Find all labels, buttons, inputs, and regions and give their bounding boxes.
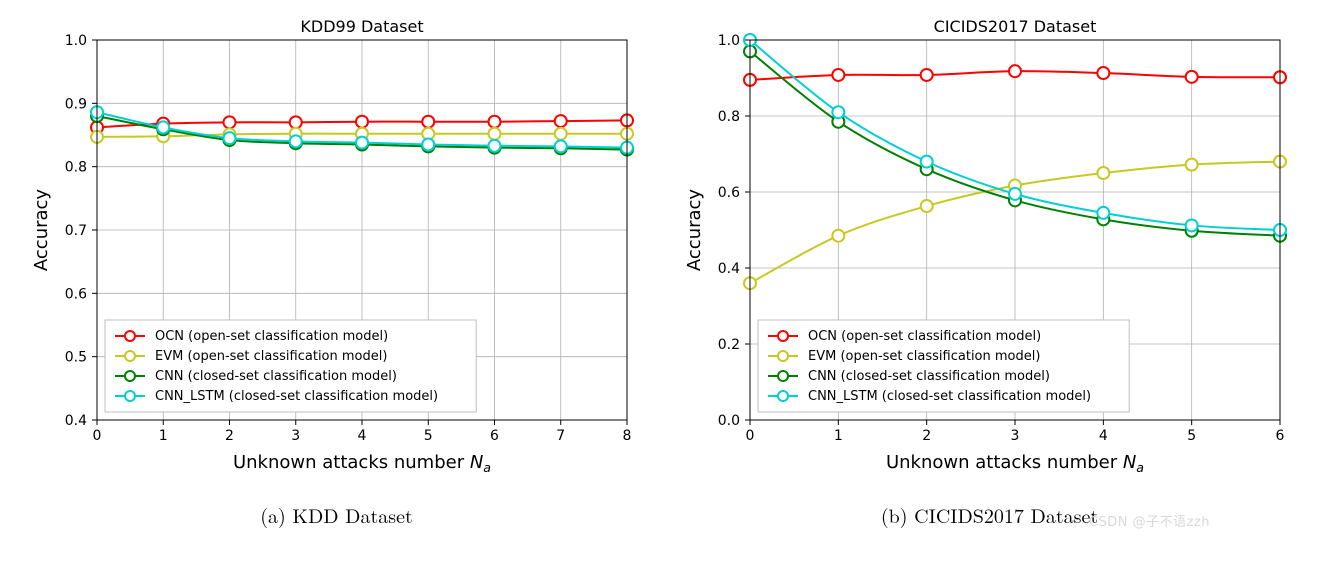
y-axis-label: Accuracy	[684, 189, 705, 272]
series-marker	[1097, 207, 1109, 219]
x-tick-label: 1	[158, 428, 167, 444]
x-axis-label: Unknown attacks number Na	[232, 452, 490, 475]
y-tick-label: 0.8	[717, 109, 739, 125]
chart-title: CICIDS2017 Dataset	[933, 17, 1096, 36]
chart-svg: 0 1 2 3 4 5 6 0.0 0.2 0.4 0.6 0.8 1.0 CICIDS2017 Data…	[680, 10, 1300, 494]
series-marker	[1185, 219, 1197, 231]
chart-svg: 0 1 2 3 4 5 6 7 8 0.4 0.5 0.6 0.7 0.8 0.9 1.0 KDD99 Data…	[27, 10, 647, 494]
x-tick-label: 4	[1098, 428, 1107, 444]
legend-label: OCN (open-set classification model)	[155, 329, 388, 344]
series-marker	[554, 140, 566, 152]
chart-panel-kdd: 0 1 2 3 4 5 6 7 8 0.4 0.5 0.6 0.7 0.8 0.9 1.0 KDD99 Data…	[27, 10, 647, 529]
series-marker	[554, 128, 566, 140]
series-marker	[920, 69, 932, 81]
y-axis-label: Accuracy	[31, 189, 52, 272]
watermark-text: CSDN @子不语zzh	[1089, 511, 1210, 530]
x-tick-label: 6	[490, 428, 499, 444]
series-marker	[832, 69, 844, 81]
series-marker	[289, 135, 301, 147]
chart-title: KDD99 Dataset	[300, 17, 423, 36]
y-tick-label: 0.4	[64, 413, 86, 429]
x-axis-label: Unknown attacks number Na	[885, 452, 1143, 475]
series-marker	[1097, 167, 1109, 179]
y-tick-label: 0.5	[64, 350, 86, 366]
y-tick-label: 0.9	[64, 96, 86, 112]
x-tick-label: 5	[1187, 428, 1196, 444]
series-marker	[488, 116, 500, 128]
x-tick-label: 8	[622, 428, 631, 444]
legend-label: CNN_LSTM (closed-set classification mode…	[155, 389, 438, 404]
legend-label: CNN (closed-set classification model)	[808, 369, 1050, 384]
legend-label: CNN (closed-set classification model)	[155, 369, 397, 384]
series-marker	[356, 116, 368, 128]
panel-caption: (b) CICIDS2017 Dataset	[881, 500, 1098, 529]
series-marker	[920, 200, 932, 212]
series-marker	[1009, 65, 1021, 77]
legend-label: CNN_LSTM (closed-set classification mode…	[808, 389, 1091, 404]
x-tick-label: 4	[357, 428, 366, 444]
legend-label: EVM (open-set classification model)	[155, 349, 387, 364]
legend-label: OCN (open-set classification model)	[808, 329, 1041, 344]
chart-panel-cicids: 0 1 2 3 4 5 6 0.0 0.2 0.4 0.6 0.8 1.0 CICIDS2017 Data…	[680, 10, 1300, 530]
series-marker	[289, 116, 301, 128]
series-marker	[422, 116, 434, 128]
y-tick-label: 1.0	[64, 33, 86, 49]
series-marker	[223, 132, 235, 144]
series-marker	[1009, 188, 1021, 200]
y-tick-label: 0.6	[64, 286, 86, 302]
series-marker	[1097, 67, 1109, 79]
series-marker	[488, 140, 500, 152]
y-tick-label: 0.7	[64, 223, 86, 239]
y-tick-label: 0.2	[717, 337, 739, 353]
series-marker	[1185, 159, 1197, 171]
x-tick-label: 7	[556, 428, 565, 444]
series-marker	[554, 115, 566, 127]
series-marker	[422, 139, 434, 151]
series-marker	[488, 128, 500, 140]
x-tick-label: 2	[922, 428, 931, 444]
series-marker	[1185, 71, 1197, 83]
series-marker	[356, 137, 368, 149]
legend-label: EVM (open-set classification model)	[808, 349, 1040, 364]
series-marker	[920, 156, 932, 168]
series-marker	[157, 121, 169, 133]
x-tick-label: 2	[225, 428, 234, 444]
x-tick-label: 3	[291, 428, 300, 444]
panel-caption: (a) KDD Dataset	[260, 500, 413, 529]
series-marker	[223, 116, 235, 128]
y-tick-label: 0.4	[717, 261, 739, 277]
x-tick-label: 6	[1275, 428, 1284, 444]
figure-row: 0 1 2 3 4 5 6 7 8 0.4 0.5 0.6 0.7 0.8 0.9 1.0 KDD99 Data…	[10, 10, 1316, 530]
series-marker	[832, 230, 844, 242]
y-tick-label: 0.0	[717, 413, 739, 429]
y-tick-label: 0.6	[717, 185, 739, 201]
x-tick-label: 0	[745, 428, 754, 444]
x-tick-label: 3	[1010, 428, 1019, 444]
x-tick-label: 1	[833, 428, 842, 444]
series-marker	[832, 106, 844, 118]
x-tick-label: 5	[423, 428, 432, 444]
x-tick-label: 0	[92, 428, 101, 444]
y-tick-label: 0.8	[64, 160, 86, 176]
y-tick-label: 1.0	[717, 33, 739, 49]
